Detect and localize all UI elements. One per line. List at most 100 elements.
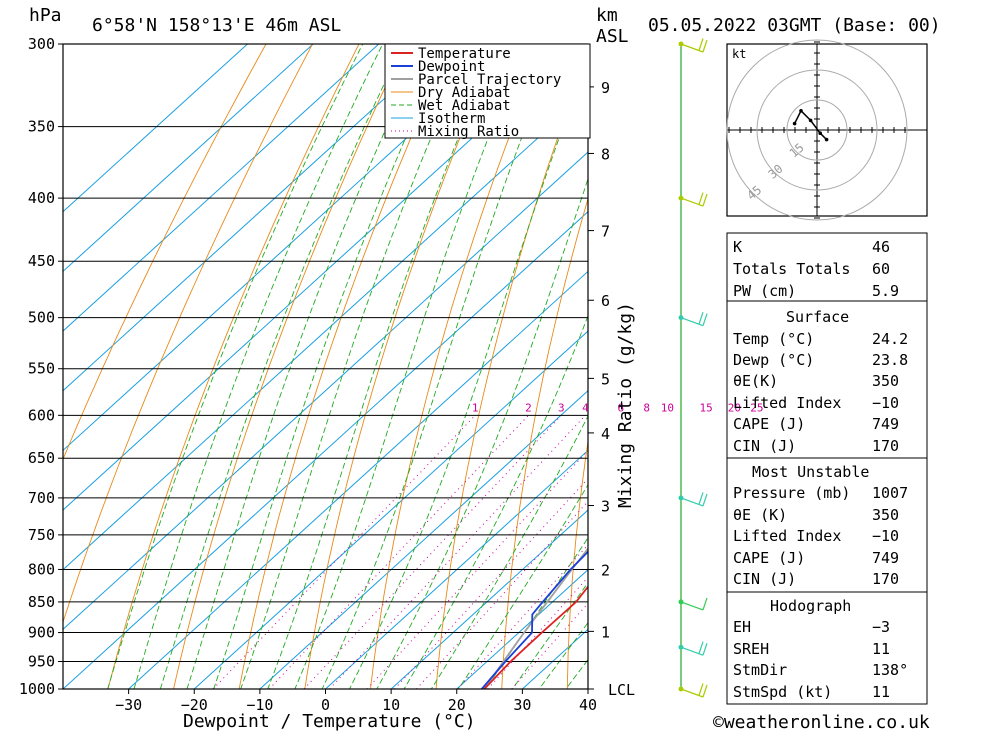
mixing-ratio-label: 15 xyxy=(699,401,712,414)
height-tick-label: 3 xyxy=(601,498,610,516)
wind-barb-shaft xyxy=(680,646,704,656)
isotherm-line xyxy=(127,270,588,689)
temperature-tick-label: 0 xyxy=(321,696,330,714)
pressure-tick-label: 800 xyxy=(28,560,55,578)
parcel-line xyxy=(483,547,588,689)
height-tick-label: 7 xyxy=(601,223,610,241)
surface-cin-label: CIN (J) xyxy=(733,437,796,455)
temperature-tick-label: −10 xyxy=(246,696,273,714)
surface-li-label: Lifted Index xyxy=(733,394,841,412)
hodograph-point xyxy=(799,109,803,113)
mixing-ratio-line xyxy=(394,478,588,689)
units-asl: ASL xyxy=(596,26,629,47)
temperature-tick-label: 10 xyxy=(382,696,400,714)
hodo-table-title: Hodograph xyxy=(770,597,851,615)
pw-value: 5.9 xyxy=(872,282,899,300)
wind-barb-shaft xyxy=(680,601,704,611)
legend-item-dry-adiabat: Dry Adiabat xyxy=(418,85,511,101)
units-hpa: hPa xyxy=(29,5,62,26)
wind-barb-flag xyxy=(698,492,704,505)
legend-item-dewpoint: Dewpoint xyxy=(418,59,485,75)
wind-barb-shaft xyxy=(680,497,704,507)
mixing-ratio-line xyxy=(366,449,588,689)
mu-cape-label: CAPE (J) xyxy=(733,549,805,567)
pressure-tick-label: 1000 xyxy=(19,680,55,698)
hodograph-unit: kt xyxy=(732,47,746,61)
k-label: K xyxy=(733,238,742,256)
wind-barb-flag xyxy=(702,597,708,611)
wind-barbs xyxy=(678,38,708,698)
wind-barb-flag xyxy=(702,313,708,326)
datetime-title: 05.05.2022 03GMT (Base: 00) xyxy=(648,15,941,36)
surface-dewp-value: 23.8 xyxy=(872,351,908,369)
k-value: 46 xyxy=(872,238,890,256)
isotherm-line xyxy=(63,44,314,273)
mixing-ratio-line xyxy=(329,414,586,689)
temperature-tick-label: 20 xyxy=(448,696,466,714)
height-tick-label: LCL xyxy=(608,681,635,699)
temperature-tick-label: 30 xyxy=(513,696,531,714)
mixing-ratio-label: 1 xyxy=(472,401,479,414)
mu-li-value: −10 xyxy=(872,527,899,545)
legend-item-temperature: Temperature xyxy=(418,46,511,62)
mixing-ratio-label: 20 xyxy=(728,401,741,414)
location-title: 6°58'N 158°13'E 46m ASL xyxy=(92,15,341,36)
wind-barb-shaft xyxy=(680,43,704,53)
units-km: km xyxy=(596,5,618,26)
wet-adiabat-line xyxy=(213,44,448,689)
surface-li-value: −10 xyxy=(872,394,899,412)
temperature-tick-label: −20 xyxy=(181,696,208,714)
mixing-ratio-line xyxy=(416,500,588,689)
isotherm-line xyxy=(456,569,588,689)
x-axis-label: Dewpoint / Temperature (°C) xyxy=(183,711,476,732)
legend-item-parcel: Parcel Trajectory xyxy=(418,72,561,88)
wet-adiabat-line xyxy=(133,44,384,689)
wind-barb-flag xyxy=(702,193,708,207)
pressure-tick-label: 650 xyxy=(28,449,55,467)
pressure-tick-label: 950 xyxy=(28,653,55,671)
dry-adiabat-line xyxy=(107,44,360,689)
height-tick-label: 1 xyxy=(601,623,610,641)
mixing-ratio-label: 25 xyxy=(750,401,763,414)
mu-cape-value: 749 xyxy=(872,549,899,567)
wind-barb-flag xyxy=(698,683,704,696)
isotherm-line xyxy=(63,44,249,213)
sreh-label: SREH xyxy=(733,640,769,658)
surface-title: Surface xyxy=(786,308,849,326)
surface-theta-label: θE(K) xyxy=(733,372,778,390)
legend-item-isotherm: Isotherm xyxy=(418,111,485,127)
dry-adiabat-line xyxy=(932,0,984,715)
surface-cape-label: CAPE (J) xyxy=(733,415,805,433)
mu-cin-value: 170 xyxy=(872,570,899,588)
mixing-ratio-label: 2 xyxy=(525,401,532,414)
isotherm-line xyxy=(193,330,588,689)
sreh-value: 11 xyxy=(872,640,890,658)
temperature-tick-label: −30 xyxy=(115,696,142,714)
isotherm-line xyxy=(390,509,588,689)
index-table: K 46 Totals Totals 60 PW (cm) 5.9 Surfac… xyxy=(726,232,928,705)
credit: ©weatheronline.co.uk xyxy=(713,712,930,733)
hodograph-point xyxy=(792,121,797,126)
mu-title: Most Unstable xyxy=(752,463,869,481)
pressure-tick-label: 350 xyxy=(28,118,55,136)
hodograph-ring xyxy=(726,39,908,221)
profiles xyxy=(481,547,588,689)
pressure-tick-label: 600 xyxy=(28,406,55,424)
legend-item-wet-adiabat: Wet Adiabat xyxy=(418,98,511,114)
mixing-ratio-label: 4 xyxy=(582,401,589,414)
isotherm-line xyxy=(63,211,588,689)
height-tick-label: 8 xyxy=(601,145,610,163)
pressure-tick-label: 300 xyxy=(28,35,55,53)
mixing-ratio-label: 6 xyxy=(617,401,624,414)
height-tick-label: 5 xyxy=(601,370,610,388)
height-tick-label: 6 xyxy=(601,292,610,310)
hodograph-point xyxy=(818,131,822,135)
pressure-tick-label: 700 xyxy=(28,489,55,507)
mu-theta-label: θE (K) xyxy=(733,506,787,524)
mixing-ratio-label: 3 xyxy=(558,401,565,414)
wind-barb-shaft xyxy=(680,317,704,327)
mu-pressure-value: 1007 xyxy=(872,484,908,502)
eh-value: −3 xyxy=(872,618,890,636)
